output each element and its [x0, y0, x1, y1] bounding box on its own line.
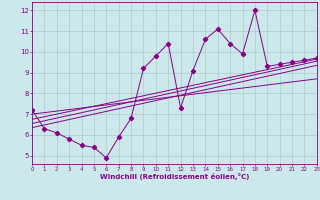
X-axis label: Windchill (Refroidissement éolien,°C): Windchill (Refroidissement éolien,°C): [100, 173, 249, 180]
